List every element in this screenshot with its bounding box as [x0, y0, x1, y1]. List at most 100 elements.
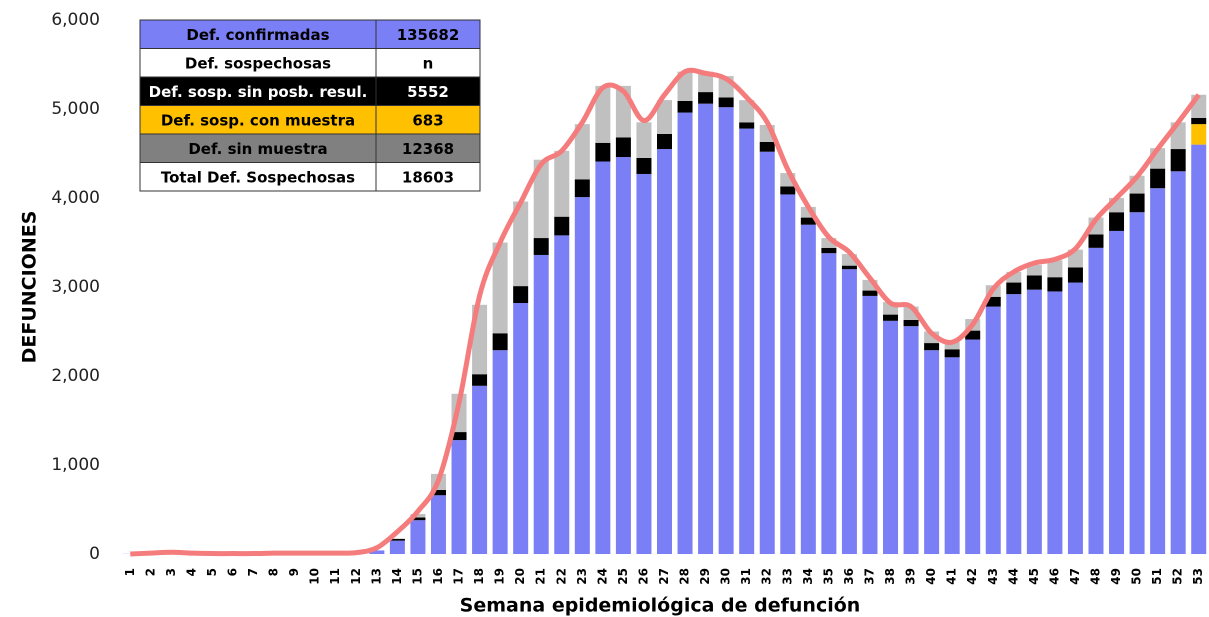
x-tick-label: 37 [862, 568, 876, 585]
bar-segment [389, 540, 405, 554]
bar-segment [472, 374, 488, 386]
bar-segment [903, 326, 919, 554]
bar-segment [636, 157, 652, 174]
bar-segment [1170, 171, 1186, 555]
table-label: Def. sospechosas [185, 54, 331, 72]
x-tick-label: 15 [410, 568, 424, 585]
table-value: 18603 [402, 168, 454, 186]
x-tick-label: 31 [739, 568, 753, 585]
x-tick-label: 46 [1047, 568, 1061, 585]
x-tick-label: 24 [595, 568, 609, 585]
bar-segment [472, 385, 488, 554]
bar-segment [636, 122, 652, 158]
table-cell [139, 133, 481, 163]
bar-segment [636, 173, 652, 554]
bar-segment [924, 331, 940, 344]
bar-segment [780, 186, 796, 195]
x-tick-label: 33 [780, 568, 794, 585]
bar-segment [677, 112, 693, 554]
x-tick-label: 38 [883, 568, 897, 585]
bar-segment [739, 122, 755, 129]
bar-segment [492, 242, 508, 334]
bar-segment [718, 97, 734, 108]
bar-segment [1006, 282, 1022, 295]
bar-segment [533, 238, 549, 255]
bar-segment [800, 224, 816, 554]
x-tick-label: 7 [246, 568, 260, 576]
x-tick-label: 1 [123, 568, 137, 576]
x-tick-label: 8 [267, 568, 281, 576]
bar-segment [698, 92, 714, 104]
x-tick-label: 19 [493, 568, 507, 585]
x-tick-label: 30 [719, 568, 733, 585]
bar-segment [389, 538, 405, 541]
table-cell [139, 76, 481, 106]
x-tick-label: 18 [472, 568, 486, 585]
bar-segment [1150, 188, 1166, 554]
bar-segment [1088, 234, 1104, 248]
bar-segment [985, 306, 1001, 554]
bar-segment [1067, 267, 1083, 283]
table-value: 683 [412, 111, 443, 129]
bar-segment [883, 314, 899, 321]
y-tick-label: 0 [89, 544, 100, 564]
bar-segment [1129, 212, 1145, 555]
bar-segment [1006, 271, 1022, 283]
x-tick-label: 43 [986, 568, 1000, 585]
x-tick-label: 52 [1171, 568, 1185, 585]
bar-segment [595, 85, 611, 143]
x-tick-label: 29 [698, 568, 712, 585]
x-tick-label: 22 [554, 568, 568, 585]
bar-segment [1129, 193, 1145, 213]
bar-segment [944, 340, 960, 350]
x-axis-label: Semana epidemiológica de defunción [460, 595, 861, 617]
table-label: Def. confirmadas [186, 26, 329, 44]
x-tick-label: 5 [205, 568, 219, 576]
bar-segment [1191, 144, 1207, 554]
bar-segment [574, 197, 590, 555]
x-tick-label: 39 [904, 568, 918, 585]
bar-segment [410, 513, 426, 518]
bar-segment [883, 320, 899, 554]
bar-segment [657, 100, 672, 134]
x-tick-label: 50 [1130, 568, 1144, 585]
bar-segment [410, 517, 426, 521]
bar-segment [1047, 291, 1063, 554]
bar-segment [1170, 149, 1186, 172]
x-tick-label: 13 [369, 568, 383, 585]
x-tick-label: 11 [328, 568, 342, 585]
x-tick-label: 53 [1191, 568, 1205, 585]
x-tick-label: 42 [965, 568, 979, 585]
x-tick-label: 17 [452, 568, 466, 585]
bar-segment [1026, 264, 1042, 276]
x-tick-label: 47 [1068, 568, 1082, 585]
bar-segment [513, 303, 529, 554]
bar-segment [841, 254, 857, 266]
x-tick-label: 32 [760, 568, 774, 585]
bar-segment [759, 151, 775, 554]
bar-segment [698, 103, 714, 554]
x-tick-label: 49 [1109, 568, 1123, 585]
x-tick-label: 48 [1088, 568, 1102, 585]
bar-segment [595, 161, 611, 554]
bar-segment [410, 520, 426, 554]
x-tick-label: 27 [657, 568, 671, 585]
x-tick-label: 10 [308, 568, 322, 585]
bar-segment [1047, 260, 1063, 278]
bar-segment [841, 269, 857, 554]
x-tick-label: 20 [513, 568, 527, 585]
bar-segment [369, 550, 385, 554]
bar-segment [780, 194, 796, 554]
bar-segment [944, 349, 960, 358]
bar-segment [451, 440, 467, 554]
bar-segment [800, 206, 816, 218]
x-tick-label: 40 [924, 568, 938, 585]
table-value: n [423, 54, 434, 72]
x-tick-label: 2 [143, 568, 157, 576]
bar-segment [677, 100, 693, 113]
bar-segment [759, 141, 775, 152]
bar-segment [698, 71, 714, 93]
bar-segment [1067, 282, 1083, 554]
bar-segment [554, 235, 570, 554]
bar-segment [595, 142, 611, 162]
